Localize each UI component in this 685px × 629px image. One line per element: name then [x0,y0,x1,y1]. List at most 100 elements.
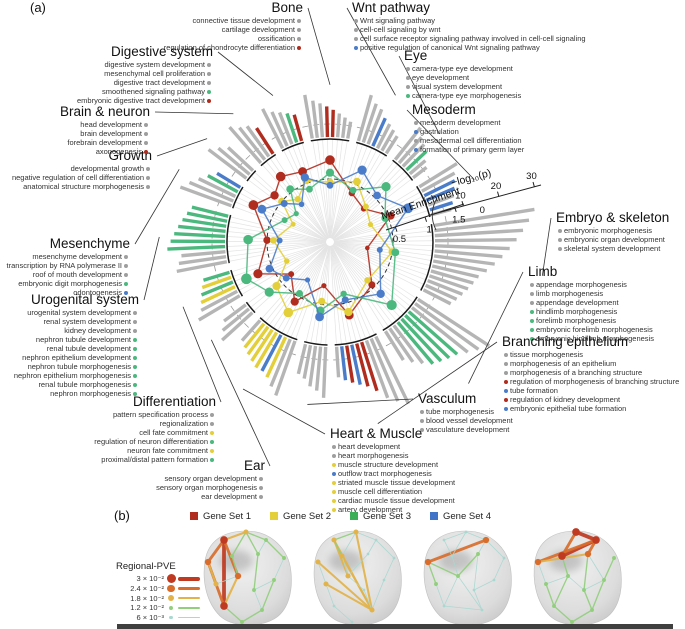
go-term-bar [404,314,451,360]
go-term-label: tissue morphogenesis [510,350,583,359]
go-term-label: heart morphogenesis [338,451,409,460]
go-term-row: vasculature development [418,425,513,434]
go-term-bar [392,324,425,365]
term-dot [354,45,358,50]
term-dot [406,75,410,80]
category-leader-line [217,51,274,96]
term-dot [207,89,211,94]
go-term-row: forebrain development [60,138,150,147]
go-term-bar [335,113,342,138]
brain-surface [423,530,512,626]
term-dot [133,319,137,324]
go-term-label: eye development [412,73,470,82]
term-spoke [331,245,367,339]
category-arc [260,153,277,167]
go-term-row: muscle cell differentiation [330,487,455,496]
term-dot [530,282,534,287]
network-node [260,608,264,612]
go-term-row: cardiac muscle tissue development [330,496,455,505]
term-spoke [332,171,406,240]
go-term-row: embryonic digestive tract development [77,96,213,105]
legend-item-gene-set-1: Gene Set 1 [190,511,251,522]
term-dot [133,382,137,387]
go-term-row: axonogenesis [60,147,150,156]
radar-point [248,200,259,210]
term-spoke [290,245,329,338]
term-spoke [331,245,371,337]
go-term-bar [346,121,353,139]
go-term-label: skeletal system development [564,244,661,253]
go-term-bar [202,270,230,282]
go-term-bar [434,228,524,238]
category-arc [245,301,256,314]
go-term-label: limb morphogenesis [536,289,604,298]
network-node [272,578,276,582]
network-node [331,537,337,543]
radar-point [269,236,277,244]
go-term-label: camera-type eye morphogenesis [412,91,522,100]
radar-point [381,214,389,222]
network-node [339,553,345,559]
go-term-label: blood vessel development [426,416,513,425]
network-node [345,573,351,579]
network-node [332,604,336,608]
network-node [544,582,548,586]
term-spoke [283,149,329,239]
term-spoke [273,245,329,329]
category-leader-line [406,109,475,180]
category-leader-line [242,388,326,435]
category-mesenchyme: Mesenchyme mesenchyme development transcri… [7,236,130,297]
go-term-row: connective tissue development [164,16,303,25]
go-term-row: formation of primary germ layer [412,145,524,154]
radar-point [276,237,283,244]
term-dot [414,120,418,125]
term-dot [259,494,263,499]
legend-swatch [350,512,358,520]
category-arc [356,141,388,157]
go-term-bar [207,174,239,194]
go-term-row: Wnt signaling pathway [352,16,586,25]
term-spoke [331,245,385,330]
category-bone: Bone connective tissue development cartila… [164,0,303,52]
pve-dot-sample [168,595,174,602]
radar-point [264,287,274,297]
go-term-label: mesodermal cell differentiation [420,136,522,145]
go-term-bar [311,100,319,138]
go-term-row: mesenchymal cell proliferation [77,69,213,78]
go-term-bar [265,336,288,378]
term-spoke [228,221,327,242]
network-node [570,620,574,624]
regional-pve-title: Regional-PVE [116,561,176,572]
category-embryo-skeleton: Embryo & skeleton embryonic morphogenesis… [556,210,669,253]
go-term-label: digestive system development [104,60,205,69]
pve-scale-row: 1.2 × 10⁻² [116,603,200,613]
term-dot [420,409,424,414]
regional-pve-rows: 3 × 10⁻² 2.4 × 10⁻² 1.8 × 10⁻² 1.2 × 10⁻² 6 … [116,574,200,622]
go-term-row: renal system development [14,317,139,326]
go-term-label: embryonic digestive tract development [77,96,205,105]
network-edge [571,609,593,623]
term-spoke [232,243,327,277]
term-spoke [287,147,329,239]
term-dot [414,129,418,134]
regional-pve-scale: Regional-PVE 3 × 10⁻² 2.4 × 10⁻² 1.8 × 10⁻… [116,561,200,622]
brain-network-3 [423,530,512,626]
go-term-bar [375,123,392,150]
go-term-label: kidney development [64,326,131,335]
category-arc [420,223,434,291]
go-term-label: tube morphogenesis [426,407,494,416]
radar-point [403,203,413,214]
term-spoke [332,244,397,321]
network-edge [583,579,605,591]
go-term-row: ear development [156,492,265,501]
legend-label: Gene Set 3 [363,511,412,522]
network-node [442,538,446,542]
category-wnt-pathway: Wnt pathway Wnt signaling pathway cell-cel… [352,0,586,52]
go-term-bar [296,343,308,375]
network-edge [231,555,239,577]
category-title: Mesenchyme [49,236,130,251]
radar-point [340,290,347,297]
term-dot [504,361,508,366]
go-term-label: vasculature development [426,425,510,434]
go-term-row: embryonic hindlimb morphogenesis [528,334,654,343]
